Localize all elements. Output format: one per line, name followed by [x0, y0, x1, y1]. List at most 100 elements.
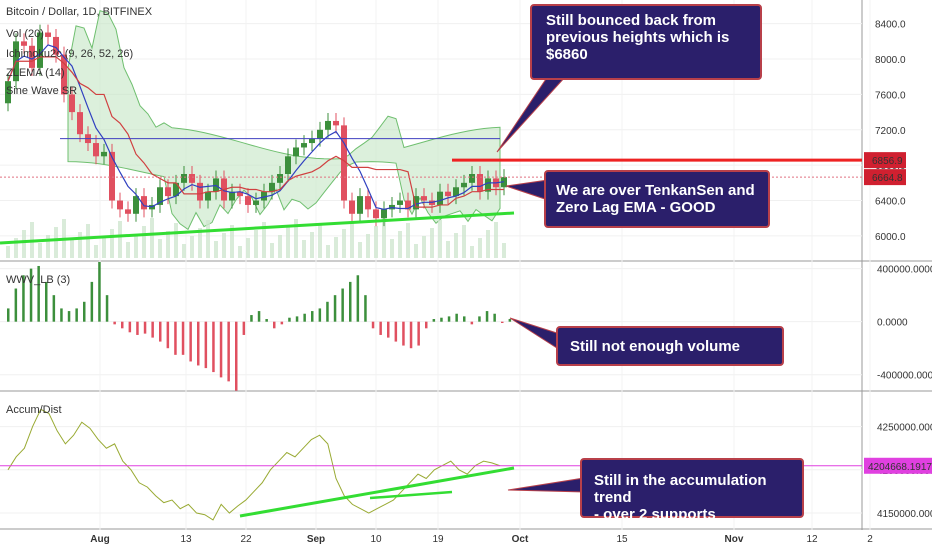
candle-body [405, 200, 411, 210]
candle-body [413, 196, 419, 210]
volume-bar [158, 239, 162, 258]
candle-body [189, 174, 195, 183]
wwv-tick-label-1: 0.0000 [877, 318, 908, 329]
volume-bar [246, 238, 250, 258]
volume-bar [470, 246, 474, 258]
wwv-bar [417, 321, 420, 346]
volume-bar [406, 223, 410, 258]
candle-body [117, 200, 123, 210]
wwv-bar [174, 321, 177, 355]
wwv-bar [349, 281, 352, 322]
candle-body [373, 209, 379, 219]
volume-bar [6, 246, 10, 258]
wwv-bar [143, 321, 147, 334]
candle-body [61, 54, 67, 95]
callout-bounce: Still bounced back from previous heights… [530, 4, 762, 80]
volume-bar [398, 231, 402, 258]
wwv-bar [478, 316, 481, 322]
candle-body [69, 94, 75, 113]
x-tick-label-10: 2 [867, 534, 873, 545]
candle-body [229, 191, 235, 201]
candle-body [77, 112, 83, 135]
candle-body [285, 156, 291, 174]
wwv-bar [470, 321, 474, 325]
wwv-bar [508, 319, 512, 322]
wwv-bar [105, 295, 109, 322]
price-label-1: 6664.8 [872, 173, 903, 184]
volume-bar [14, 238, 18, 258]
wwv-bar [463, 316, 466, 322]
candle-body [445, 191, 451, 197]
x-tick-label-6: Oct [512, 534, 529, 545]
wwv-bar [22, 275, 25, 322]
price-tick-label-5: 6400.0 [875, 197, 906, 208]
wwv-bar [181, 321, 185, 355]
price-support-trendline [0, 211, 515, 245]
candle-body [5, 81, 11, 104]
x-tick-label-9: 12 [806, 534, 818, 545]
wwv-bar [333, 295, 337, 322]
volume-bar [110, 229, 114, 258]
callout-accum: Still in the accumulation trend - over 2… [580, 458, 804, 523]
price-tick-label-6: 6000.0 [875, 232, 906, 243]
indicator-sinewave-label: Sine Wave SR [6, 85, 78, 97]
candle-body [477, 174, 483, 192]
volume-bar [486, 230, 490, 258]
wwv-bars [7, 262, 512, 391]
volume-bar [278, 235, 282, 258]
accum-label-box [864, 457, 932, 474]
candle-body [21, 41, 27, 46]
callout-tenkan: We are over TenkanSen and Zero Lag EMA -… [544, 170, 770, 228]
accum-support-trendline-1 [239, 466, 515, 518]
candle-body [325, 120, 331, 130]
wwv-bar [250, 315, 253, 322]
wwv-bar [128, 321, 132, 333]
volume-bar [358, 242, 362, 258]
wwv-bar [98, 262, 101, 322]
volume-bar [94, 245, 98, 258]
x-tick-label-1: 13 [180, 534, 192, 545]
volume-bar [422, 236, 426, 258]
price-label-box-0 [864, 152, 906, 169]
chart-symbol-title: Bitcoin / Dollar, 1D, BITFINEX [6, 6, 153, 18]
accum-dist-line [7, 408, 501, 521]
accum-last-value-label: 4204668.1917 [868, 462, 932, 473]
candle-body [45, 32, 51, 37]
volume-bar [454, 233, 458, 258]
wwv-bar [303, 313, 306, 322]
volume-bar [462, 225, 466, 258]
candle-body [109, 151, 115, 201]
candle-body [309, 138, 315, 144]
price-tick-label-3: 7200.0 [875, 126, 906, 137]
volume-bar [478, 238, 482, 258]
volume-bar [270, 243, 274, 258]
volume-bar [54, 227, 58, 258]
tenkan-sen-line [7, 44, 505, 210]
volume-bar [174, 223, 178, 258]
indicator-zlema-label: ZLEMA (14) [6, 67, 65, 79]
volume-bar [86, 224, 90, 258]
wwv-bar [14, 288, 18, 322]
wwv-bar [356, 275, 360, 322]
volume-bar [326, 245, 330, 258]
wwv-bar [364, 295, 367, 322]
candle-body [125, 209, 131, 214]
wwv-bar [371, 321, 375, 329]
volume-bar [190, 236, 194, 258]
wwv-bar [455, 313, 458, 322]
price-candles [5, 24, 507, 227]
candle-body [453, 187, 459, 197]
x-tick-label-7: 15 [616, 534, 628, 545]
candle-body [181, 174, 187, 183]
volume-bar [342, 229, 346, 258]
volume-bar [166, 231, 170, 258]
wwv-bar [227, 321, 230, 382]
candle-body [277, 174, 283, 183]
candle-body [381, 209, 387, 219]
x-tick-label-2: 22 [240, 534, 252, 545]
accum-dist-series [7, 408, 501, 521]
indicator-ichimoku-label: Ichimoku2c (9, 26, 52, 26) [6, 48, 134, 60]
candle-body [141, 196, 147, 210]
volume-bar [390, 239, 394, 258]
volume-bar [142, 226, 146, 258]
